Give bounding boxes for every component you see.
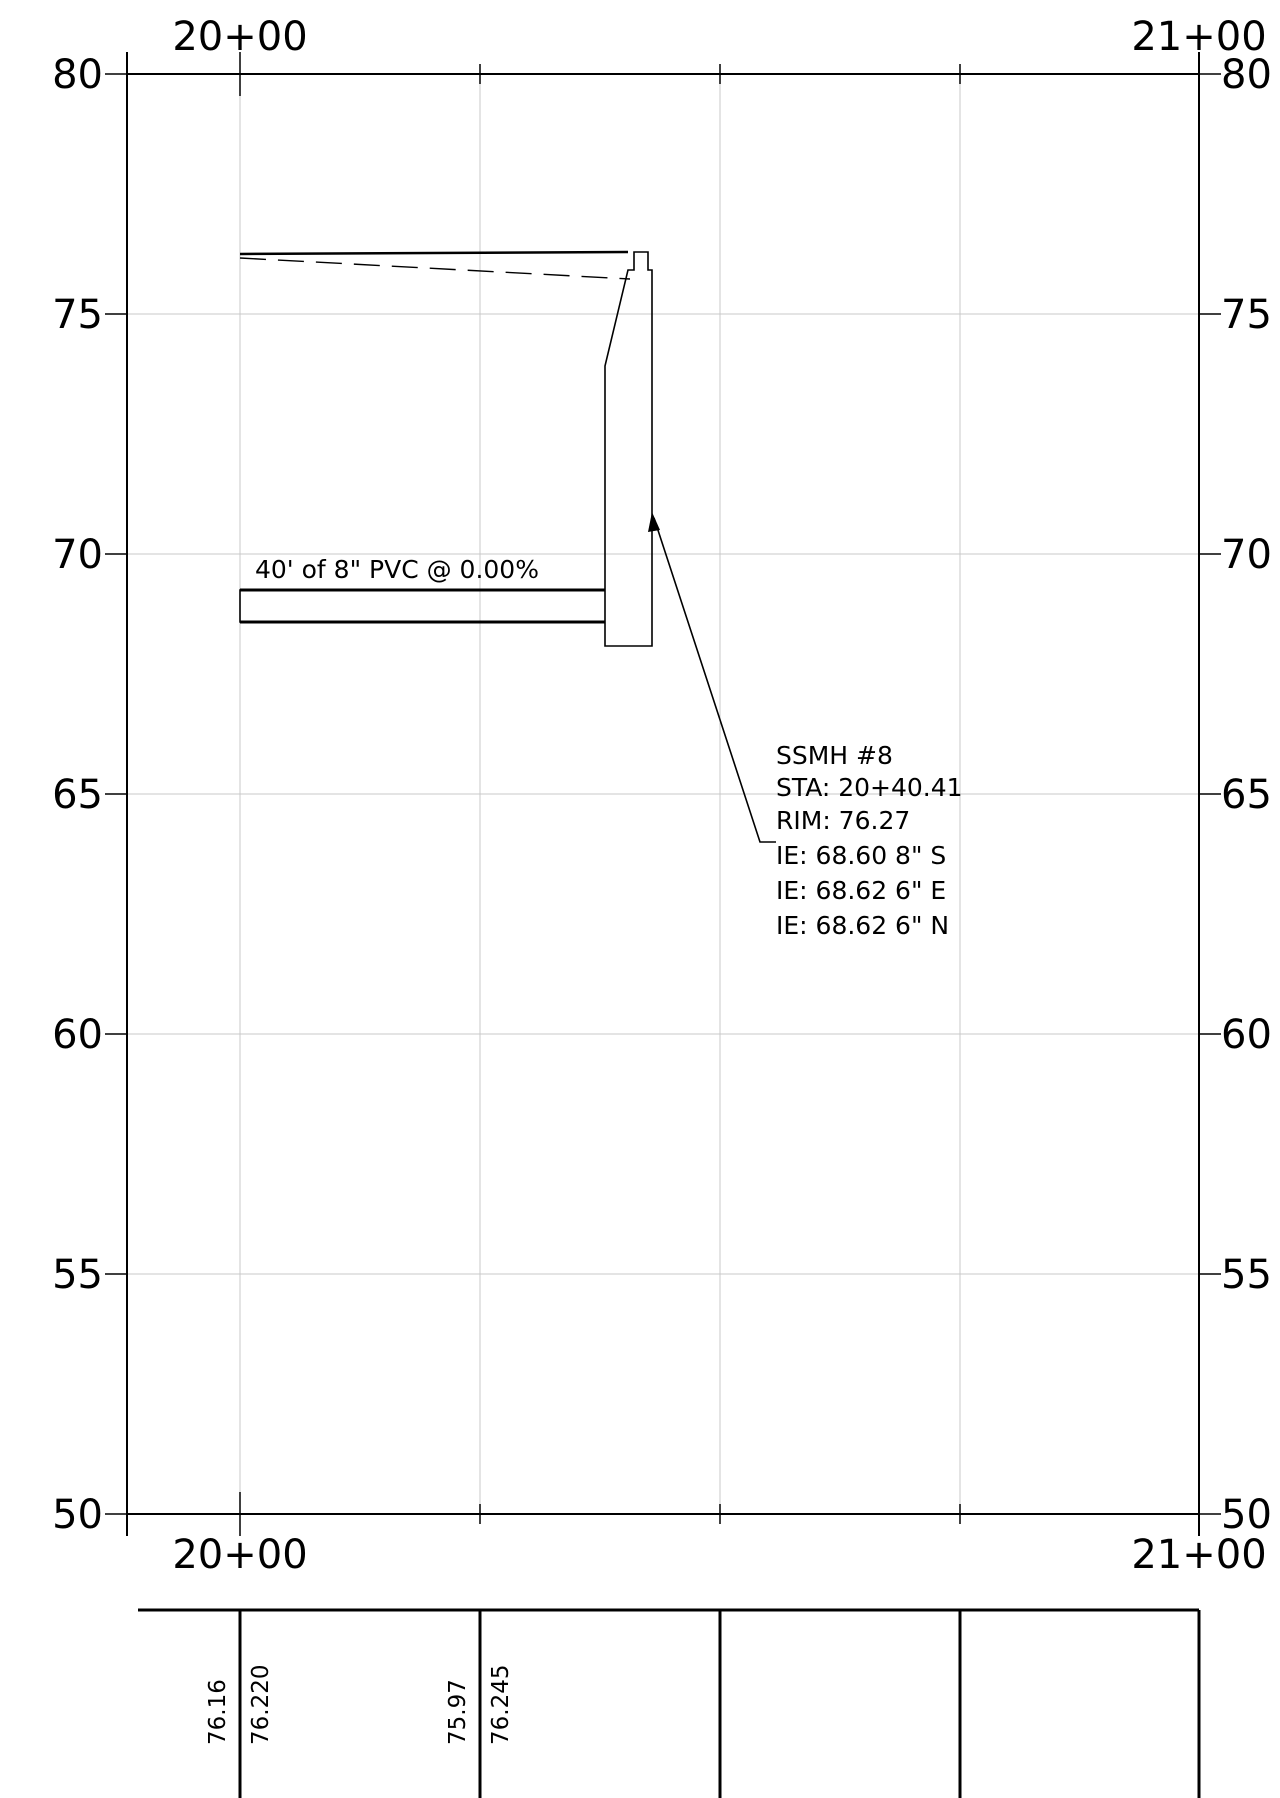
pipe-label: 40' of 8" PVC @ 0.00% [255,555,539,584]
elevation-table [138,1608,1201,1798]
existing-grade-line [239,257,631,280]
elev-label-right-70: 70 [1221,532,1272,578]
left-elevation-labels: 80 75 70 65 60 55 50 [52,52,103,1538]
elev-label-left-70: 70 [52,532,103,578]
elev-label-left-80: 80 [52,52,103,98]
station-label-bottom-right: 21+00 [1131,1532,1266,1578]
elev-label-right-80: 80 [1221,52,1272,98]
elev-label-left-65: 65 [52,772,103,818]
pvc-pipe [239,589,605,623]
proposed-grade-line [239,250,629,256]
elev-label-left-50: 50 [52,1492,103,1538]
proposed-elev-20-00: 76.220 [248,1665,274,1745]
elev-label-right-65: 65 [1221,772,1272,818]
elev-label-left-55: 55 [52,1252,103,1298]
manhole-callout: SSMH #8 STA: 20+40.41 RIM: 76.27 IE: 68.… [776,741,963,940]
callout-line-5: IE: 68.62 6" E [776,876,946,905]
elev-label-right-60: 60 [1221,1012,1272,1058]
station-label-bottom-left: 20+00 [172,1532,307,1578]
elev-label-right-75: 75 [1221,292,1272,338]
manhole-structure [604,251,653,647]
station-labels: 20+00 21+00 20+00 21+00 [172,14,1266,1578]
elev-label-left-75: 75 [52,292,103,338]
callout-leader [653,517,776,843]
existing-elev-20-50: 75.97 [445,1679,471,1745]
horizontal-grid [127,313,1199,1275]
callout-line-3: RIM: 76.27 [776,806,910,835]
callout-line-1: SSMH #8 [776,741,893,770]
station-label-top-right: 21+00 [1131,14,1266,60]
elev-label-right-55: 55 [1221,1252,1272,1298]
callout-line-2: STA: 20+40.41 [776,773,963,802]
leader-arrowhead [648,512,660,532]
callout-line-4: IE: 68.60 8" S [776,841,946,870]
elev-label-left-60: 60 [52,1012,103,1058]
proposed-elev-20-50: 76.245 [488,1665,514,1745]
right-elevation-labels: 80 75 70 65 60 55 50 [1221,52,1272,1538]
station-label-top-left: 20+00 [172,14,307,60]
elev-label-right-50: 50 [1221,1492,1272,1538]
tick-marks [105,52,1221,1536]
callout-line-6: IE: 68.62 6" N [776,911,949,940]
existing-elev-20-00: 76.16 [205,1679,231,1745]
